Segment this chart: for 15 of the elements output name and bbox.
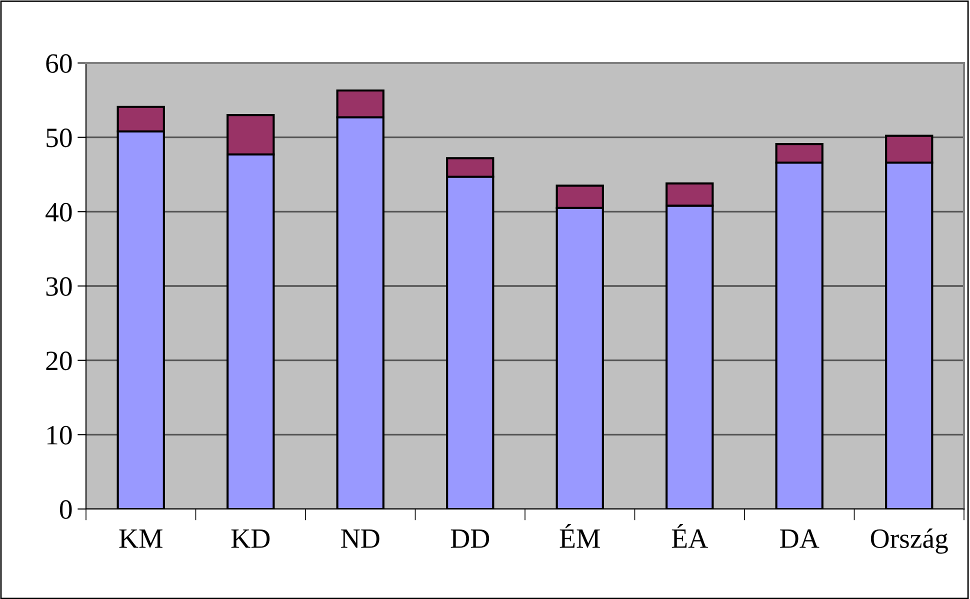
x-tick-label: DA bbox=[780, 529, 820, 548]
y-tick-label: 20 bbox=[46, 352, 72, 370]
y-tick-label: 60 bbox=[46, 54, 72, 73]
x-tick-label: ÉA bbox=[672, 524, 708, 548]
y-tick-label: 40 bbox=[46, 202, 72, 222]
y-tick-label: 10 bbox=[47, 426, 72, 445]
x-tick-label: ÉM bbox=[560, 524, 600, 548]
x-tick-label: ND bbox=[341, 530, 380, 548]
x-tick-label: DD bbox=[450, 530, 490, 548]
y-tick-label: 50 bbox=[46, 128, 72, 148]
x-tick-label: Ország bbox=[870, 528, 948, 554]
x-tick-label: KD bbox=[231, 530, 270, 548]
x-tick-label: KM bbox=[119, 530, 162, 548]
y-tick-label: 0 bbox=[60, 500, 72, 519]
y-tick-label: 30 bbox=[46, 277, 72, 296]
